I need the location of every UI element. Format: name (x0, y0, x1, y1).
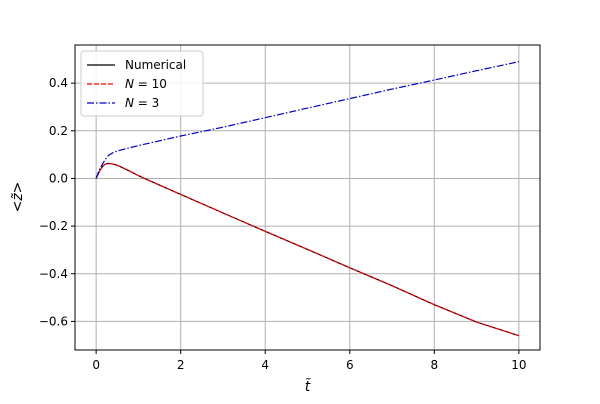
legend-label-1: N = 10 (125, 77, 167, 91)
x-tick-label: 6 (346, 358, 354, 372)
y-tick-label: 0.0 (49, 171, 68, 185)
y-axis-label: <z̃> (10, 182, 26, 213)
y-tick-label: 0.2 (49, 124, 68, 138)
y-tick-label: −0.2 (39, 219, 68, 233)
x-tick-label: 10 (511, 358, 526, 372)
legend-label-2: N = 3 (125, 96, 159, 110)
series-line-1 (95, 162, 520, 337)
x-tick-label: 2 (177, 358, 185, 372)
x-tick-label: 0 (92, 358, 100, 372)
series-layer (95, 61, 520, 337)
x-tick-label: 8 (430, 358, 438, 372)
legend: Numerical N = 10 N = 3 (80, 50, 204, 117)
x-axis-label: t̃ (305, 378, 312, 395)
x-tick-label: 4 (261, 358, 269, 372)
y-tick-label: 0.4 (49, 76, 68, 90)
legend-label-0: Numerical (125, 58, 186, 72)
legend-box (80, 50, 204, 117)
y-tick-label: −0.6 (39, 314, 68, 328)
series-line-2 (95, 61, 520, 179)
grid (75, 45, 540, 350)
y-tick-label: −0.4 (39, 267, 68, 281)
plot-frame (74, 44, 541, 351)
ticks: 0 2 4 6 8 10 −0.6 −0.4 −0.2 0.0 0.2 0.4 (39, 76, 527, 372)
